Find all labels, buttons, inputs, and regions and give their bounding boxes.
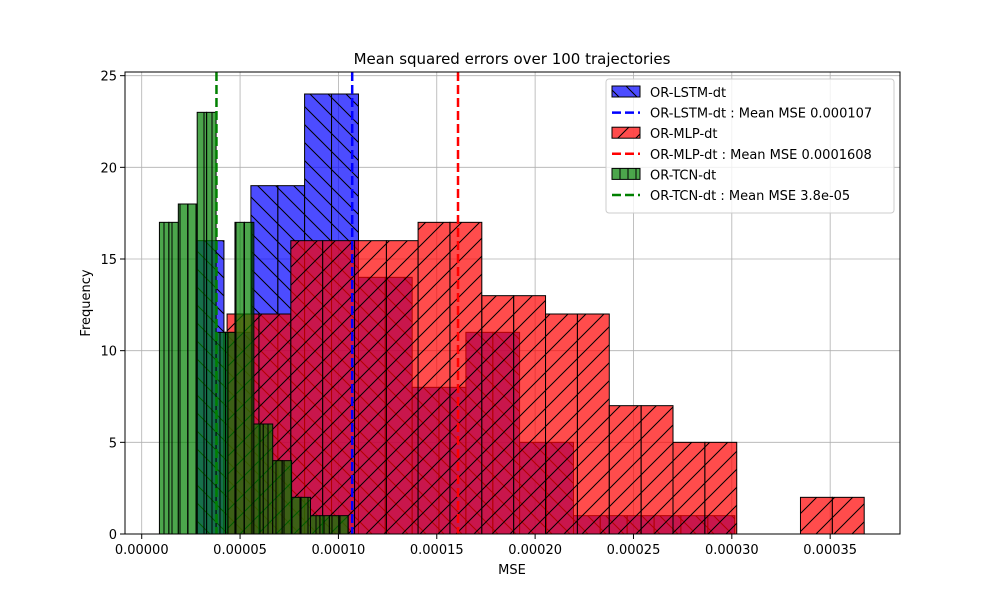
- y-axis-label: Frequency: [79, 269, 94, 336]
- legend-label: OR-TCN-dt : Mean MSE 3.8e-05: [650, 189, 850, 204]
- histogram-bar-hatch: [253, 423, 264, 535]
- series-or-mlp-dt: [226, 221, 865, 535]
- x-axis-label: MSE: [498, 563, 526, 578]
- histogram-bar-hatch: [300, 496, 311, 535]
- legend-label: OR-MLP-dt: [650, 127, 717, 142]
- x-tick-label: 0.00015: [410, 543, 464, 558]
- histogram-bar-hatch: [481, 295, 515, 535]
- histogram-bar-hatch: [831, 496, 865, 535]
- histogram-bar-hatch: [262, 423, 274, 535]
- histogram-bar-hatch: [640, 405, 674, 535]
- histogram-bar-hatch: [177, 203, 189, 535]
- histogram-bar-hatch: [281, 460, 293, 535]
- histogram-bar-hatch: [672, 441, 706, 535]
- legend-swatch-hatch: [611, 85, 641, 98]
- histogram-bar-hatch: [319, 515, 330, 535]
- histogram-bar-hatch: [385, 240, 419, 535]
- x-tick-label: 0.00010: [312, 543, 366, 558]
- histogram-bar-hatch: [799, 496, 833, 535]
- x-tick-label: 0.00020: [508, 543, 562, 558]
- histogram-bar-hatch: [417, 221, 451, 535]
- y-axis: 0 5 10 15 20 25: [100, 70, 125, 543]
- histogram-bar-hatch: [158, 221, 170, 535]
- legend-box: [605, 78, 895, 214]
- series-or-tcn-dt: [158, 111, 349, 535]
- histogram-bar-hatch: [187, 203, 198, 535]
- legend-label: OR-TCN-dt: [650, 168, 716, 183]
- histogram-bar-hatch: [309, 515, 321, 535]
- bars: [158, 93, 865, 535]
- legend-label: OR-LSTM-dt : Mean MSE 0.000107: [650, 107, 872, 122]
- histogram-bar-hatch: [196, 111, 208, 535]
- x-tick-label: 0.00005: [213, 543, 267, 558]
- y-tick-label: 25: [100, 70, 117, 85]
- histogram-bar-hatch: [328, 515, 340, 535]
- histogram-bar-hatch: [322, 240, 356, 535]
- plot-frame: [124, 71, 901, 535]
- chart-title: Mean squared errors over 100 trajectorie…: [354, 50, 671, 68]
- histogram-bar-hatch: [291, 496, 302, 535]
- y-tick-label: 15: [100, 253, 117, 268]
- histogram-bar-hatch: [576, 313, 610, 535]
- histogram-bar-hatch: [290, 240, 324, 535]
- x-tick-label: 0.00025: [607, 543, 661, 558]
- legend-label: OR-MLP-dt : Mean MSE 0.0001608: [650, 148, 872, 163]
- histogram-bar-hatch: [243, 221, 255, 535]
- legend-swatch-hatch: [611, 126, 641, 139]
- histogram-bar-hatch: [234, 221, 245, 535]
- histogram-bar-hatch: [545, 313, 578, 535]
- legend-swatch-hatch: [611, 167, 641, 180]
- legend-label: OR-LSTM-dt: [650, 86, 726, 101]
- y-tick-label: 20: [100, 161, 117, 176]
- histogram-bar-hatch: [608, 405, 642, 535]
- histogram-bar-hatch: [354, 240, 387, 535]
- histogram-bar-hatch: [272, 460, 283, 535]
- histogram-bar-hatch: [704, 441, 738, 535]
- y-tick-label: 0: [109, 528, 117, 543]
- histogram-bar-hatch: [449, 221, 483, 535]
- histogram-bar-hatch: [513, 295, 547, 535]
- x-tick-label: 0.00035: [803, 543, 857, 558]
- legend: OR-LSTM-dt OR-LSTM-dt : Mean MSE 0.000107…: [605, 78, 895, 214]
- histogram-bar-hatch: [168, 221, 179, 535]
- y-tick-label: 5: [109, 436, 117, 451]
- histogram-bar-hatch: [206, 111, 217, 535]
- x-axis: 0.00000 0.00005 0.00010 0.00015 0.00020 0.000…: [115, 534, 857, 558]
- histogram-bar-hatch: [225, 331, 236, 535]
- mean-lines: [215, 72, 460, 534]
- y-tick-label: 10: [100, 345, 117, 360]
- histogram-bar-hatch: [338, 515, 349, 535]
- x-tick-label: 0.00000: [115, 543, 169, 558]
- x-tick-label: 0.00030: [705, 543, 759, 558]
